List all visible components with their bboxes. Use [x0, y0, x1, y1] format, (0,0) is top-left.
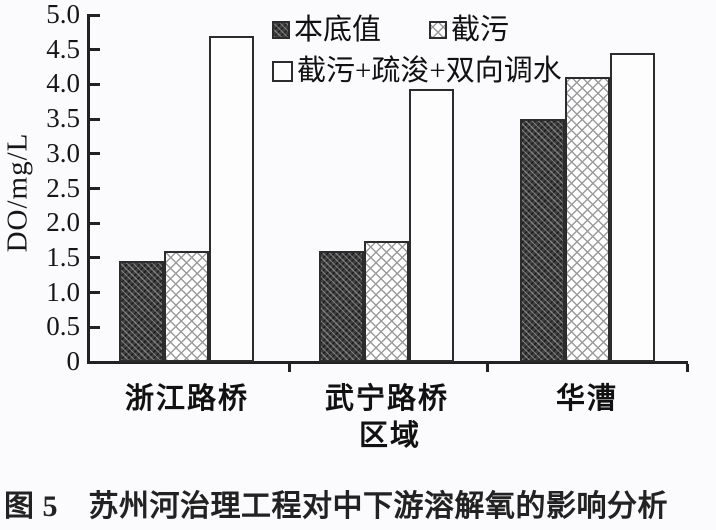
- legend: 本底值 截污 截污+疏浚+双向调水: [272, 14, 702, 96]
- bar-dark-hatch-group1: [119, 261, 164, 362]
- bar-dot-lattice-group3: [565, 77, 610, 362]
- y-tick-label: 4.5: [46, 33, 80, 64]
- y-tick: [90, 325, 100, 329]
- x-axis-line: [87, 361, 688, 364]
- white-swatch-icon: [272, 60, 293, 82]
- y-tick: [90, 82, 100, 86]
- bar-plain-white-group3: [610, 53, 655, 362]
- y-tick-label: 2.0: [46, 207, 80, 238]
- category-label: 华漕: [555, 383, 618, 415]
- x-tick: [485, 364, 489, 372]
- y-tick: [90, 117, 100, 121]
- y-axis-line: [87, 14, 90, 364]
- legend-item-combined: 截污+疏浚+双向调水: [272, 55, 562, 87]
- bar-dot-lattice-group1: [164, 250, 209, 362]
- dark-hatch-swatch-icon: [272, 21, 290, 39]
- y-tick: [90, 256, 100, 260]
- y-tick-label: 0: [66, 346, 81, 376]
- dot-lattice-swatch-icon: [429, 21, 448, 39]
- y-tick: [90, 291, 100, 295]
- category-label: 浙江路桥: [124, 383, 249, 415]
- legend-label: 本底值: [294, 14, 382, 46]
- x-tick: [685, 364, 689, 372]
- y-tick-label: 5.0: [46, 0, 80, 29]
- bar-dark-hatch-group3: [520, 119, 565, 362]
- figure-caption: 图 5 苏州河治理工程对中下游溶解氧的影响分析: [4, 490, 668, 523]
- y-tick-label: 1.0: [46, 276, 80, 307]
- y-tick-label: 3.0: [46, 137, 80, 168]
- y-tick: [90, 152, 100, 156]
- bar-plain-white-group1: [209, 35, 254, 362]
- legend-row-2: 截污+疏浚+双向调水: [272, 55, 702, 87]
- y-tick: [90, 221, 100, 225]
- legend-row-1: 本底值 截污: [272, 14, 702, 46]
- bar-dot-lattice-group2: [364, 240, 409, 362]
- legend-item-interception: 截污: [429, 14, 509, 46]
- y-tick: [90, 187, 100, 190]
- y-tick-label: 2.5: [46, 172, 80, 203]
- legend-item-benchmark: 本底值: [272, 14, 381, 46]
- y-tick-label: 0.5: [46, 311, 80, 342]
- legend-label: 截污+疏浚+双向调水: [297, 55, 562, 87]
- y-tick: [90, 13, 100, 17]
- category-label: 武宁路桥: [324, 383, 449, 415]
- bar-dark-hatch-group2: [319, 250, 364, 362]
- y-tick-label: 4.0: [46, 68, 80, 99]
- x-axis-title: 区域: [358, 420, 421, 452]
- y-tick-label: 1.5: [46, 241, 80, 272]
- y-tick: [90, 48, 100, 52]
- y-tick-label: 3.5: [46, 103, 80, 134]
- x-tick: [287, 364, 291, 372]
- bar-plain-white-group2: [409, 89, 454, 362]
- legend-label: 截污: [451, 14, 510, 46]
